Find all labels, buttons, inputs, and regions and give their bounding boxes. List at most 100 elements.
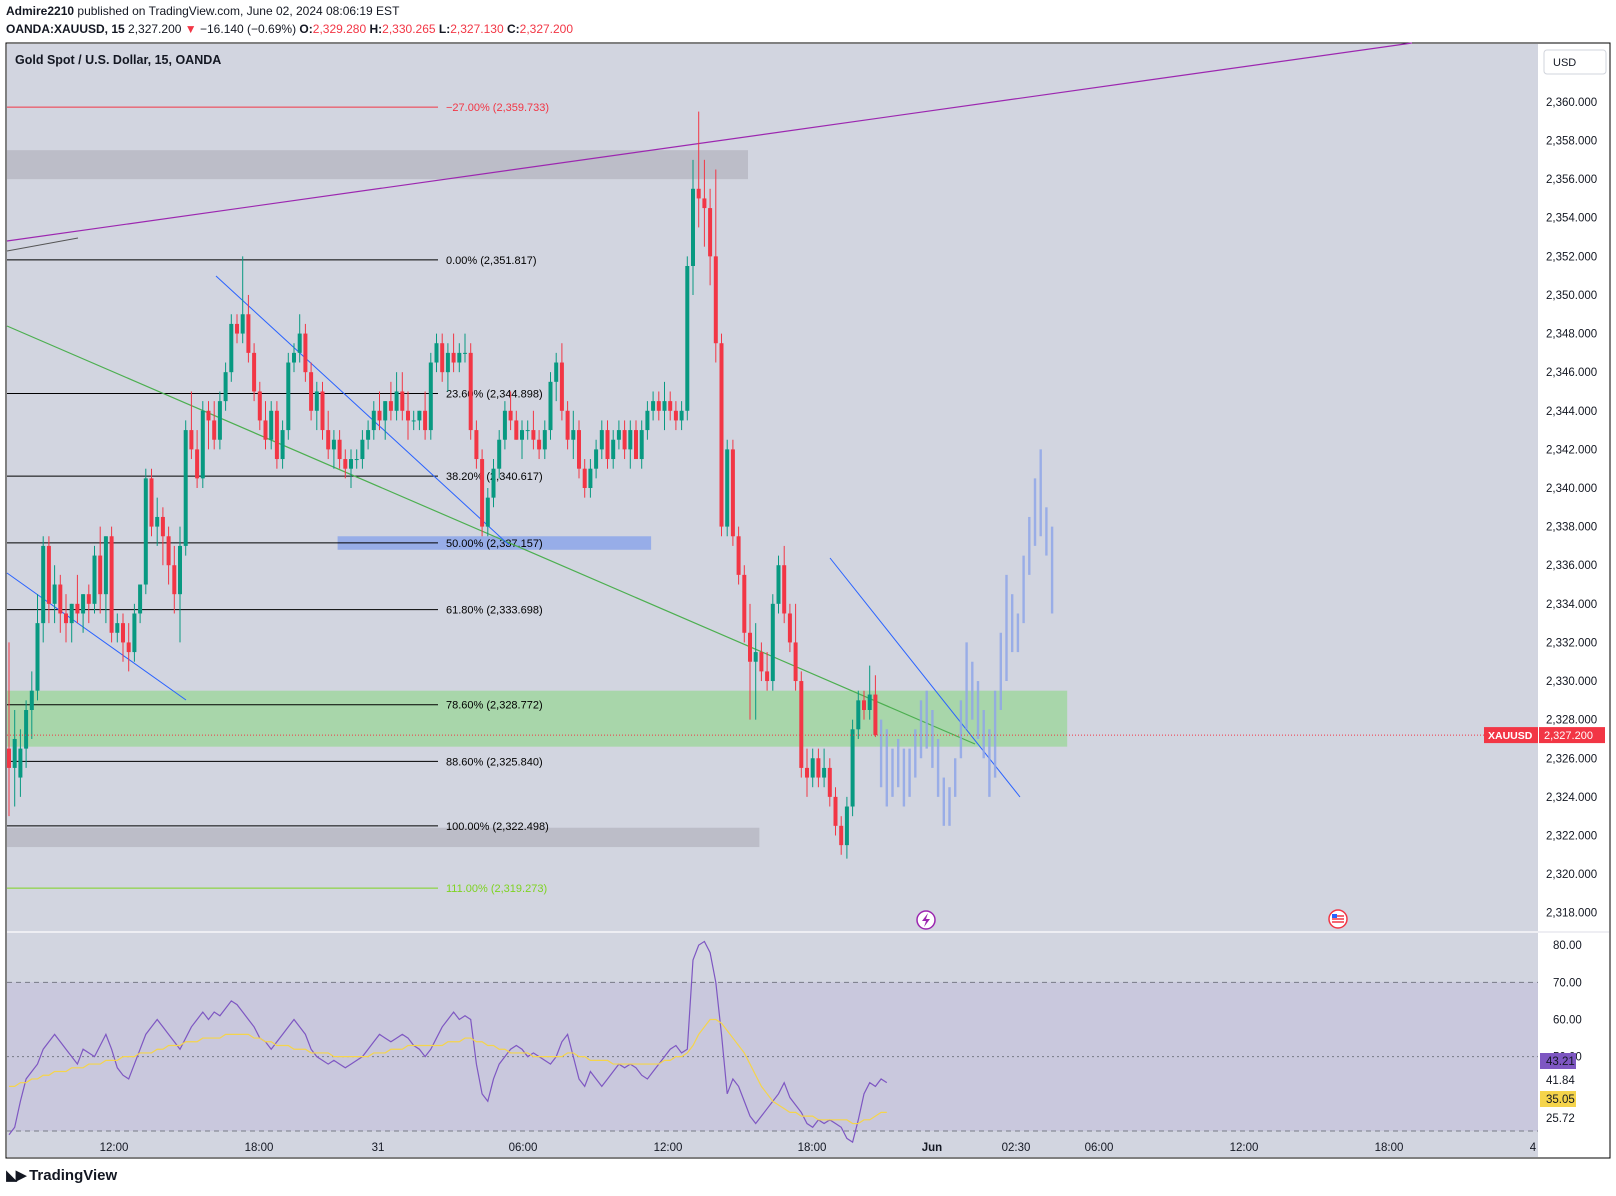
candle-body[interactable] [103, 536, 108, 595]
candle-body[interactable] [502, 410, 507, 440]
us-flag-event-icon[interactable] [1328, 909, 1348, 929]
candle-body[interactable] [645, 410, 650, 431]
candle-body[interactable] [805, 767, 809, 778]
candle-body[interactable] [485, 497, 490, 527]
candle-body[interactable] [599, 430, 604, 450]
candle-body[interactable] [463, 352, 467, 354]
candle-body[interactable] [748, 632, 752, 662]
candle-body[interactable] [349, 459, 353, 469]
candle-body[interactable] [673, 410, 678, 421]
candle-body[interactable] [52, 584, 57, 604]
candles-layer[interactable] [7, 111, 878, 859]
plot-background[interactable] [7, 44, 1538, 932]
candle-body[interactable] [782, 565, 787, 614]
candle-body[interactable] [656, 401, 661, 411]
candle-body[interactable] [423, 410, 428, 431]
candle-body[interactable] [354, 459, 359, 461]
candle-body[interactable] [537, 439, 542, 450]
candle-body[interactable] [252, 352, 257, 392]
candle-body[interactable] [240, 314, 245, 334]
candle-body[interactable] [497, 439, 502, 469]
candle-body[interactable] [787, 613, 792, 643]
candle-body[interactable] [394, 391, 399, 411]
candle-body[interactable] [183, 430, 188, 546]
candle-body[interactable] [844, 806, 849, 846]
candle-body[interactable] [634, 430, 638, 460]
candle-body[interactable] [417, 410, 422, 421]
candle-body[interactable] [440, 343, 445, 373]
candle-body[interactable] [92, 555, 97, 604]
candle-body[interactable] [29, 690, 34, 710]
candle-body[interactable] [839, 825, 844, 846]
candle-body[interactable] [109, 536, 114, 633]
candle-body[interactable] [115, 623, 120, 633]
candle-body[interactable] [765, 671, 770, 682]
candle-body[interactable] [611, 439, 616, 460]
candle-body[interactable] [303, 333, 308, 373]
candle-body[interactable] [742, 574, 747, 633]
trendline-green[interactable] [6, 325, 976, 745]
candle-body[interactable] [337, 439, 342, 460]
candle-body[interactable] [257, 391, 262, 421]
candle-body[interactable] [867, 694, 872, 710]
candle-body[interactable] [548, 381, 553, 431]
candle-body[interactable] [400, 391, 405, 411]
candle-body[interactable] [520, 430, 524, 440]
candle-body[interactable] [565, 410, 570, 440]
price-axis[interactable]: 2,318.000 2,320.000 2,322.000 2,324.000 2,32… [1484, 58, 1605, 920]
candle-body[interactable] [149, 478, 154, 527]
candle-body[interactable] [542, 430, 547, 450]
time-axis[interactable]: 12:00 18:00 31 06:00 12:00 18:00 Jun 02:30 06:00… [100, 1142, 1537, 1154]
candle-body[interactable] [514, 420, 519, 440]
candle-body[interactable] [799, 681, 804, 768]
candle-body[interactable] [531, 430, 536, 440]
candle-body[interactable] [616, 430, 621, 440]
candle-body[interactable] [406, 410, 410, 421]
candle-body[interactable] [297, 333, 302, 353]
tradingview-logo[interactable]: ◣▶ TradingView [6, 1166, 117, 1185]
candle-body[interactable] [445, 352, 450, 373]
candle-body[interactable] [172, 565, 177, 595]
candle-body[interactable] [12, 738, 17, 768]
candle-body[interactable] [126, 642, 131, 653]
candle-body[interactable] [850, 729, 855, 807]
candle-body[interactable] [525, 430, 530, 432]
candle-body[interactable] [155, 516, 160, 527]
candle-body[interactable] [343, 459, 348, 469]
candle-body[interactable] [588, 468, 593, 488]
candle-body[interactable] [770, 603, 775, 682]
candle-body[interactable] [7, 748, 11, 768]
candle-body[interactable] [810, 758, 815, 778]
candle-body[interactable] [235, 323, 239, 334]
candle-body[interactable] [822, 767, 827, 778]
candle-body[interactable] [212, 420, 217, 440]
candle-body[interactable] [200, 410, 205, 479]
candle-body[interactable] [41, 545, 46, 624]
candle-body[interactable] [833, 796, 838, 826]
candle-body[interactable] [81, 594, 86, 614]
candle-body[interactable] [856, 700, 861, 730]
candle-body[interactable] [725, 449, 730, 527]
candle-body[interactable] [691, 188, 695, 266]
candle-body[interactable] [58, 584, 63, 614]
candle-body[interactable] [776, 565, 781, 604]
candle-body[interactable] [434, 343, 439, 363]
candle-body[interactable] [143, 478, 148, 585]
candle-body[interactable] [651, 401, 656, 411]
candle-body[interactable] [753, 652, 758, 662]
trendline-grey-short[interactable] [6, 237, 79, 252]
candle-body[interactable] [69, 603, 74, 624]
candle-body[interactable] [246, 314, 251, 353]
candle-body[interactable] [388, 401, 393, 411]
candle-body[interactable] [480, 459, 485, 527]
candle-body[interactable] [559, 362, 564, 411]
candle-body[interactable] [366, 430, 371, 440]
fibonacci-retracement[interactable]: −27.00% (2,359.733) 0.00% (2,351.817) 23.6… [7, 102, 549, 895]
candle-body[interactable] [668, 401, 673, 411]
candle-body[interactable] [622, 430, 627, 450]
candle-body[interactable] [75, 603, 80, 614]
candle-body[interactable] [274, 410, 279, 460]
trendlines-layer[interactable] [6, 42, 1413, 798]
candle-body[interactable] [862, 700, 866, 710]
